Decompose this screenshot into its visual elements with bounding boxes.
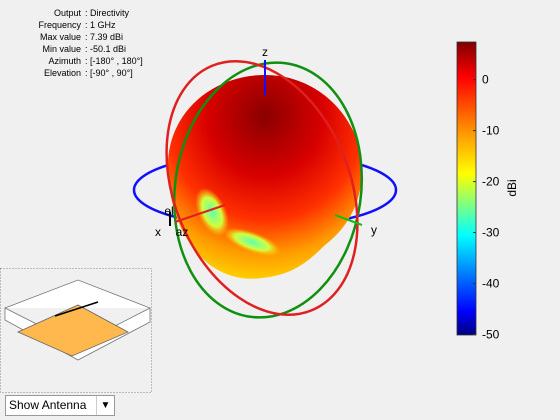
colorbar-label: dBi bbox=[505, 179, 519, 196]
x-axis bbox=[174, 204, 226, 223]
info-key: Frequency bbox=[38, 20, 81, 30]
dropdown-arrow: ▼ bbox=[96, 396, 114, 415]
info-value: : [-90° , 90°] bbox=[85, 68, 133, 78]
info-value: : 7.39 dBi bbox=[85, 32, 123, 42]
axis-label: az bbox=[176, 225, 189, 239]
info-key: Max value bbox=[40, 32, 81, 42]
info-key: Output bbox=[54, 8, 82, 18]
info-value: : Directivity bbox=[85, 8, 130, 18]
colorbar-ticks: 0 -10 -20 -30 -40 -50 bbox=[473, 73, 500, 341]
colorbar-tick-label: -10 bbox=[482, 124, 500, 138]
info-key: Azimuth bbox=[48, 56, 81, 66]
info-value: : [-180° , 180°] bbox=[85, 56, 143, 66]
null-region bbox=[223, 228, 281, 256]
info-block: Output: Directivity Frequency : 1 GHz Max v… bbox=[38, 8, 142, 78]
antenna-dropdown[interactable]: Show Antenna ▼ bbox=[5, 395, 115, 416]
axis-label: el bbox=[164, 204, 173, 218]
colorbar-tick-label: -30 bbox=[482, 226, 500, 240]
null-region bbox=[195, 187, 229, 237]
info-key: Elevation bbox=[44, 68, 81, 78]
colorbar-tick-label: 0 bbox=[482, 73, 489, 87]
feed bbox=[54, 301, 99, 317]
info-value: : -50.1 dBi bbox=[85, 44, 126, 54]
colorbar-tick-label: -50 bbox=[482, 327, 500, 341]
y-axis bbox=[334, 214, 363, 226]
colorbar-tick-label: -20 bbox=[482, 175, 500, 189]
colorbar-tick-label: -40 bbox=[482, 277, 500, 291]
axis-label: y bbox=[371, 223, 377, 237]
colorbar bbox=[456, 41, 477, 336]
axis-label: z bbox=[262, 45, 268, 59]
info-key: Min value bbox=[42, 44, 81, 54]
dropdown-text: Show Antenna bbox=[9, 398, 87, 412]
axis-label: x bbox=[155, 225, 161, 239]
info-value: : 1 GHz bbox=[85, 20, 116, 30]
patch bbox=[17, 304, 129, 357]
elevation-circle bbox=[172, 61, 364, 319]
